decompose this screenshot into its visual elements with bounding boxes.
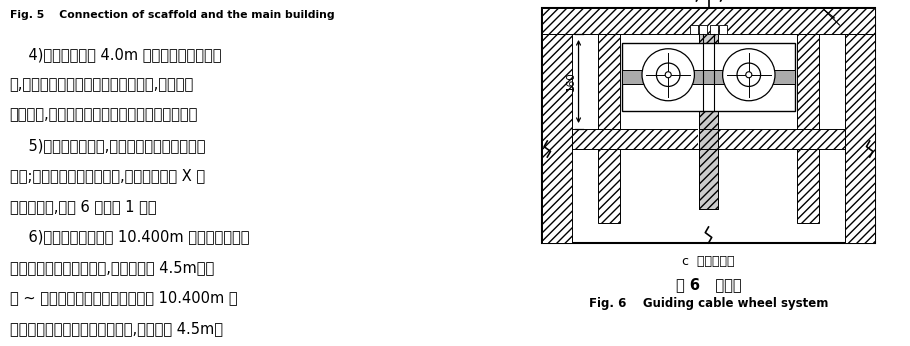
Bar bbox=[700, 34, 718, 209]
Text: 立杆齐平,保证玻璃能从幕墙下部垂直运至顶部。: 立杆齐平,保证玻璃能从幕墙下部垂直运至顶部。 bbox=[10, 108, 198, 122]
Bar bbox=[691, 25, 699, 34]
Circle shape bbox=[642, 49, 694, 101]
Text: 5)为保证架体稳定,内、外脚手架要设置横向: 5)为保证架体稳定,内、外脚手架要设置横向 bbox=[10, 138, 206, 153]
Bar bbox=[710, 25, 718, 34]
Text: 梁和顶部通长钢横梁拉接,拉接间距为 4.5m。在: 梁和顶部通长钢横梁拉接,拉接间距为 4.5m。在 bbox=[10, 260, 214, 275]
Bar bbox=[700, 129, 718, 149]
Bar bbox=[844, 34, 875, 243]
Bar bbox=[598, 149, 620, 223]
Text: ㊩ ~ ㊿轴内、外脚手架还应增加与 10.400m 上: ㊩ ~ ㊿轴内、外脚手架还应增加与 10.400m 上 bbox=[10, 290, 238, 305]
Text: 6)内、外脚手架要与 10.400m 标高的通长钢横: 6)内、外脚手架要与 10.400m 标高的通长钢横 bbox=[10, 229, 249, 244]
Bar bbox=[700, 34, 718, 209]
Text: 160: 160 bbox=[565, 72, 575, 91]
Bar bbox=[622, 43, 795, 111]
Text: 一层的拱形通长钢彩带进行拉接,拉接间距 4.5m。: 一层的拱形通长钢彩带进行拉接,拉接间距 4.5m。 bbox=[10, 321, 223, 336]
Text: c  导索轮系统: c 导索轮系统 bbox=[682, 255, 734, 268]
Text: Fig. 5    Connection of scaffold and the main building: Fig. 5 Connection of scaffold and the ma… bbox=[10, 10, 334, 20]
Circle shape bbox=[723, 49, 775, 101]
Bar bbox=[598, 34, 620, 129]
Bar bbox=[542, 8, 875, 34]
Circle shape bbox=[665, 72, 672, 78]
Bar bbox=[797, 149, 819, 223]
Text: 形连续布置,每隔 6 跨设置 1 道。: 形连续布置,每隔 6 跨设置 1 道。 bbox=[10, 199, 157, 214]
Bar bbox=[797, 34, 819, 129]
Bar bbox=[719, 25, 726, 34]
Bar bbox=[542, 34, 572, 243]
Text: 斜撑;横向斜撑应在同一节间,由底至顶层呈 X 字: 斜撑;横向斜撑应在同一节间,由底至顶层呈 X 字 bbox=[10, 169, 205, 183]
Bar bbox=[700, 25, 707, 34]
Bar bbox=[542, 8, 875, 243]
Bar bbox=[699, 129, 719, 149]
Text: 道,通道内水平小横杆不向玻璃面挑出,与外架内: 道,通道内水平小横杆不向玻璃面挑出,与外架内 bbox=[10, 77, 194, 92]
Text: 4)外脚手架预留 4.0m 宽的玻璃垂直运输通: 4)外脚手架预留 4.0m 宽的玻璃垂直运输通 bbox=[10, 47, 221, 62]
Bar bbox=[622, 70, 795, 84]
Text: 图 6   导索轮: 图 6 导索轮 bbox=[676, 277, 742, 292]
Circle shape bbox=[746, 72, 752, 78]
Text: Fig. 6    Guiding cable wheel system: Fig. 6 Guiding cable wheel system bbox=[589, 297, 828, 310]
Bar bbox=[572, 129, 844, 149]
Circle shape bbox=[737, 63, 761, 86]
Circle shape bbox=[656, 63, 680, 86]
